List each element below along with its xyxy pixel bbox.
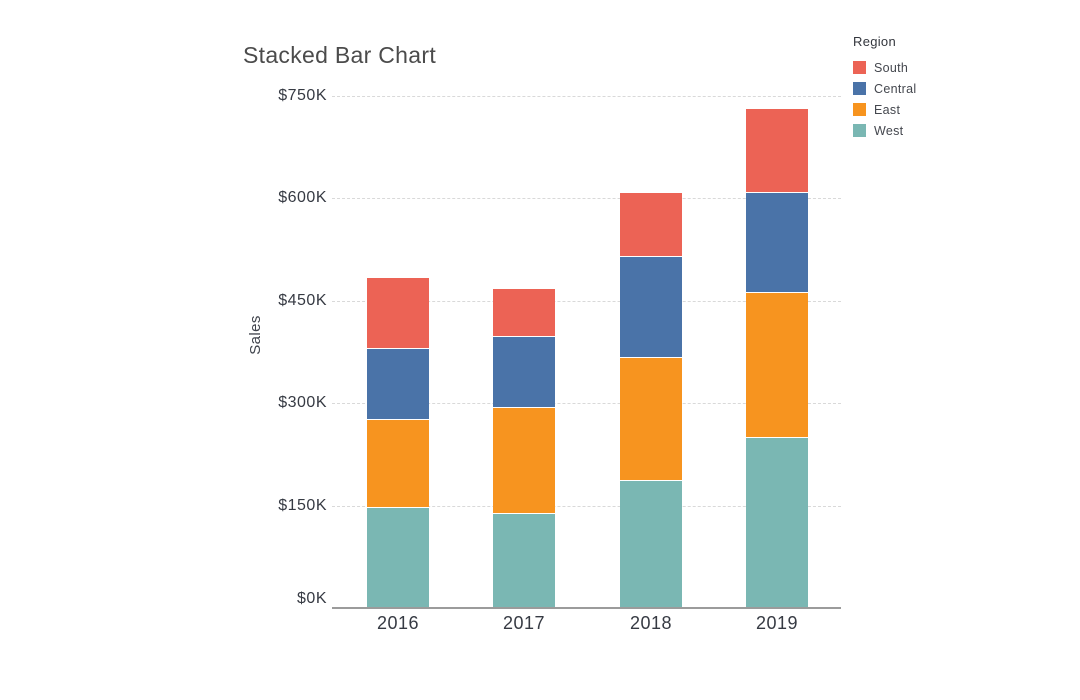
bar-2019 [746, 96, 808, 608]
bar-segment-2018-central[interactable] [620, 257, 682, 357]
x-tick-label-2018: 2018 [629, 613, 673, 633]
legend-item-south[interactable]: South [853, 57, 916, 78]
bar-2016 [367, 96, 429, 608]
y-tick-label: $450K [278, 291, 327, 309]
y-tick-label: $300K [278, 394, 327, 412]
gridline [332, 403, 841, 405]
bar-segment-2019-east[interactable] [746, 292, 808, 438]
x-tick-label-2017: 2017 [502, 613, 546, 633]
legend-item-central[interactable]: Central [853, 78, 916, 99]
plot-area [332, 96, 841, 608]
bar-2018 [620, 96, 682, 608]
y-tick-label: $750K [278, 87, 327, 104]
legend: Region South Central East West [853, 34, 916, 141]
legend-item-label: East [874, 102, 901, 117]
bar-segment-2018-west[interactable] [620, 481, 682, 608]
bar-2017 [493, 96, 555, 608]
bar-segment-2016-central[interactable] [367, 348, 429, 419]
bar-segment-2018-south[interactable] [620, 193, 682, 257]
legend-item-label: South [874, 60, 909, 75]
bar-segment-2018-east[interactable] [620, 357, 682, 481]
legend-swatch-central [853, 82, 866, 95]
y-tick-label: $150K [278, 496, 327, 514]
legend-swatch-east [853, 103, 866, 116]
y-tick-label: $600K [278, 189, 327, 207]
gridline [332, 300, 841, 302]
bar-segment-2017-east[interactable] [493, 407, 555, 514]
legend-items: South Central East West [853, 57, 916, 141]
legend-item-label: West [874, 123, 904, 138]
bar-segment-2017-south[interactable] [493, 288, 555, 337]
x-tick-label-2016: 2016 [376, 613, 420, 633]
bar-segment-2019-central[interactable] [746, 192, 808, 292]
gridline [332, 505, 841, 507]
y-axis-title: Sales [247, 315, 264, 355]
y-tick-label: $0K [297, 590, 327, 607]
legend-title: Region [853, 34, 896, 49]
bar-segment-2017-west[interactable] [493, 514, 555, 608]
bar-segment-2017-central[interactable] [493, 337, 555, 407]
bar-segment-2019-south[interactable] [746, 108, 808, 192]
legend-swatch-west [853, 124, 866, 137]
bar-segment-2019-west[interactable] [746, 438, 808, 608]
legend-swatch-south [853, 61, 866, 74]
bar-segment-2016-south[interactable] [367, 277, 429, 348]
bar-segment-2016-west[interactable] [367, 507, 429, 608]
legend-item-label: Central [874, 81, 917, 96]
gridline [332, 198, 841, 200]
legend-item-west[interactable]: West [853, 120, 916, 141]
x-axis-line [332, 607, 841, 609]
chart-title: Stacked Bar Chart [243, 42, 437, 68]
legend-item-east[interactable]: East [853, 99, 916, 120]
x-tick-label-2019: 2019 [755, 613, 799, 633]
gridline [332, 96, 841, 97]
bar-segment-2016-east[interactable] [367, 419, 429, 507]
